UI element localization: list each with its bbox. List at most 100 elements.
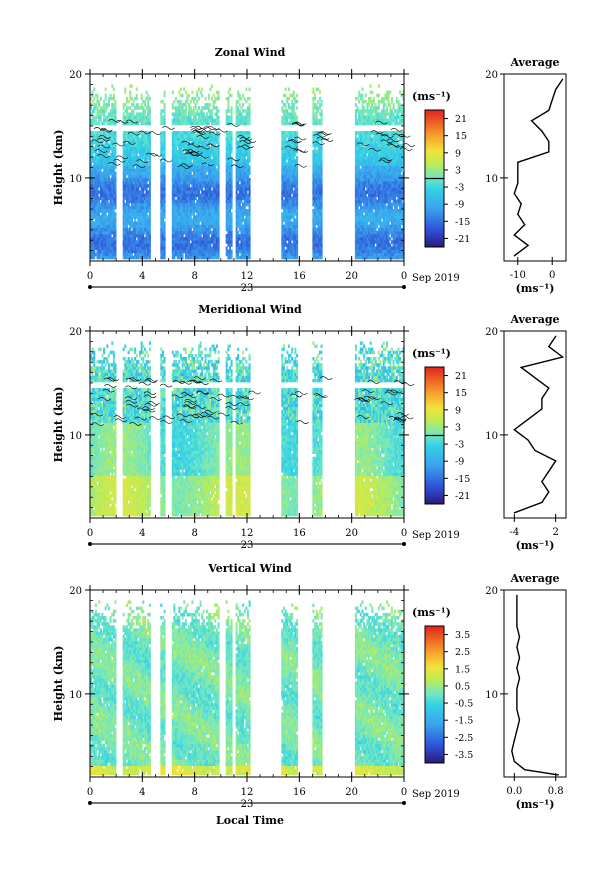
heatmap-cell	[186, 199, 189, 204]
heatmap-cell	[137, 184, 140, 188]
heatmap-cell	[207, 193, 210, 197]
heatmap-cell	[188, 224, 191, 229]
heatmap-cell	[162, 224, 164, 229]
heatmap-cell	[163, 255, 166, 260]
heatmap-cell	[176, 143, 179, 148]
heatmap-cell	[201, 93, 204, 98]
heatmap-cell	[248, 149, 251, 154]
heatmap-cell	[191, 156, 194, 160]
heatmap-cell	[106, 131, 109, 135]
heatmap-cell	[122, 184, 125, 188]
heatmap-cell	[283, 118, 285, 123]
heatmap-cell	[354, 255, 357, 260]
heatmap-cell	[281, 199, 284, 204]
heatmap-cell	[112, 190, 115, 194]
heatmap-cell	[294, 230, 297, 235]
heatmap-cell	[356, 240, 359, 244]
heatmap-cell	[194, 103, 197, 107]
heatmap-cell	[106, 134, 109, 138]
heatmap-cell	[248, 96, 251, 101]
heatmap-cell	[319, 137, 321, 141]
heatmap-cell	[183, 156, 186, 160]
heatmap-cell	[314, 224, 317, 229]
heatmap-cell	[243, 149, 246, 154]
heatmap-cell	[188, 153, 191, 157]
heatmap-cell	[202, 159, 205, 163]
heatmap-cell	[229, 246, 231, 250]
heatmap-cell	[312, 106, 315, 110]
heatmap-cell	[354, 209, 357, 213]
heatmap-cell	[291, 215, 294, 219]
heatmap-cell	[145, 165, 148, 169]
heatmap-cell	[94, 224, 97, 229]
heatmap-cell	[122, 174, 125, 179]
heatmap-cell	[238, 121, 241, 126]
heatmap-cell	[227, 159, 230, 163]
heatmap-cell	[215, 131, 218, 135]
heatmap-cell	[99, 218, 102, 222]
heatmap-cell	[207, 243, 210, 247]
heatmap-cell	[140, 234, 143, 238]
heatmap-cell	[214, 252, 217, 257]
heatmap-cell	[145, 224, 148, 229]
heatmap-cell	[289, 196, 292, 201]
heatmap-cell	[104, 234, 107, 238]
heatmap-cell	[211, 215, 213, 219]
heatmap-cell	[160, 134, 163, 138]
heatmap-cell	[129, 199, 132, 204]
heatmap-cell	[142, 131, 145, 135]
heatmap-cell	[248, 193, 251, 197]
heatmap-cell	[134, 156, 137, 160]
heatmap-cell	[104, 103, 107, 107]
heatmap-cell	[108, 146, 110, 151]
heatmap-cell	[243, 237, 246, 241]
heatmap-cell	[230, 227, 233, 232]
heatmap-cell	[292, 218, 295, 222]
heatmap-cell	[194, 162, 197, 166]
heatmap-cell	[137, 121, 140, 126]
heatmap-cell	[235, 215, 238, 219]
heatmap-cell	[178, 221, 181, 225]
heatmap-cell	[294, 137, 297, 141]
heatmap-cell	[145, 218, 148, 222]
heatmap-cell	[214, 162, 217, 166]
heatmap-cell	[320, 165, 323, 169]
heatmap-cell	[217, 109, 220, 113]
heatmap-cell	[317, 215, 320, 219]
heatmap-cell	[238, 118, 241, 123]
heatmap-cell	[294, 121, 297, 126]
heatmap-cell	[108, 193, 110, 197]
heatmap-cell	[127, 165, 130, 169]
heatmap-cell	[207, 131, 210, 135]
heatmap-cell	[217, 193, 220, 197]
heatmap-cell	[127, 199, 130, 204]
heatmap-cell	[183, 184, 186, 188]
heatmap-cell	[292, 234, 295, 238]
heatmap-cell	[179, 240, 182, 244]
heatmap-cell	[314, 193, 317, 197]
heatmap-cell	[296, 196, 299, 201]
heatmap-cell	[369, 96, 372, 101]
heatmap-cell	[229, 224, 231, 229]
heatmap-cell	[292, 156, 295, 160]
heatmap-cell	[235, 106, 238, 110]
heatmap-cell	[139, 177, 142, 182]
heatmap-cell	[112, 237, 115, 241]
heatmap-cell	[130, 134, 133, 138]
heatmap-cell	[142, 109, 145, 113]
heatmap-cell	[209, 115, 212, 120]
heatmap-cell	[287, 121, 290, 126]
heatmap-cell	[127, 100, 130, 104]
heatmap-cell	[319, 196, 321, 201]
heatmap-cell	[294, 168, 297, 172]
heatmap-cell	[90, 209, 92, 213]
heatmap-cell	[163, 134, 166, 138]
heatmap-cell	[225, 221, 228, 225]
heatmap-cell	[163, 153, 166, 157]
heatmap-cell	[243, 165, 246, 169]
heatmap-cell	[202, 255, 205, 260]
heatmap-cell	[144, 193, 146, 197]
heatmap-cell	[163, 184, 166, 188]
heatmap-cell	[132, 137, 135, 141]
heatmap-cell	[98, 181, 101, 185]
